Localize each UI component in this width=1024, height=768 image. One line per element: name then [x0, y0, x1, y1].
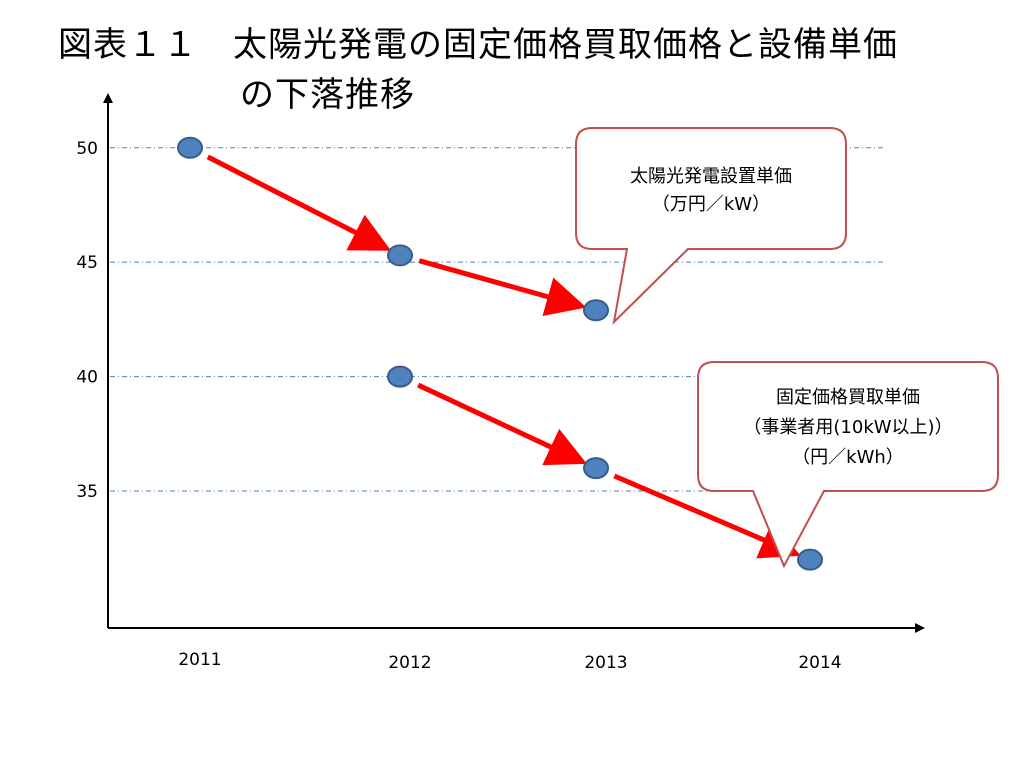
callout-equipment-line-2: （万円／kW）	[652, 194, 770, 215]
x-tick-label-2013: 2013	[584, 653, 627, 673]
x-tick-label-2011: 2011	[178, 650, 221, 670]
title-line-1: 図表１１ 太陽光発電の固定価格買取価格と設備単価	[58, 25, 898, 65]
callout-fit-line-1: 固定価格買取単価	[776, 387, 920, 408]
data-points	[177, 136, 823, 571]
arrow-series-1-2012-to-2013	[418, 258, 587, 317]
y-tick-labels: 50 45 40 35	[76, 139, 98, 502]
title-line-2: の下落推移	[240, 75, 415, 115]
point-series-2-2014	[797, 548, 823, 571]
callout-fit-bubble	[697, 361, 999, 569]
x-tick-label-2012: 2012	[388, 653, 431, 673]
callout-fit-line-2: （事業者用(10kW以上)）	[743, 417, 952, 438]
y-tick-label-35: 35	[76, 482, 98, 502]
point-series-2-2012	[387, 365, 413, 388]
point-series-1-2011	[177, 136, 203, 159]
y-tick-label-50: 50	[76, 139, 98, 159]
arrow-series-1-2011-to-2012	[206, 154, 392, 251]
callout-equipment-price: 太陽光発電設置単価 （万円／kW）	[575, 127, 847, 325]
point-series-1-2013	[583, 299, 609, 322]
arrow-series-2-2013-to-2014	[613, 473, 801, 559]
callout-fit-line-3: （円／kWh）	[792, 447, 904, 468]
y-tick-label-45: 45	[76, 253, 98, 273]
x-tick-labels: 2011 2012 2013 2014	[178, 650, 841, 673]
point-series-1-2012	[387, 244, 413, 267]
chart-title: 図表１１ 太陽光発電の固定価格買取価格と設備単価 の下落推移	[58, 20, 988, 120]
point-series-2-2013	[583, 457, 609, 480]
callout-equipment-bubble	[575, 127, 847, 325]
arrow-series-2-2012-to-2013	[417, 382, 587, 466]
callout-equipment-line-1: 太陽光発電設置単価	[630, 166, 792, 187]
y-tick-label-40: 40	[76, 368, 98, 388]
callout-fit-price: 固定価格買取単価 （事業者用(10kW以上)） （円／kWh）	[697, 361, 999, 569]
trend-arrows	[206, 154, 801, 559]
x-tick-label-2014: 2014	[798, 653, 841, 673]
